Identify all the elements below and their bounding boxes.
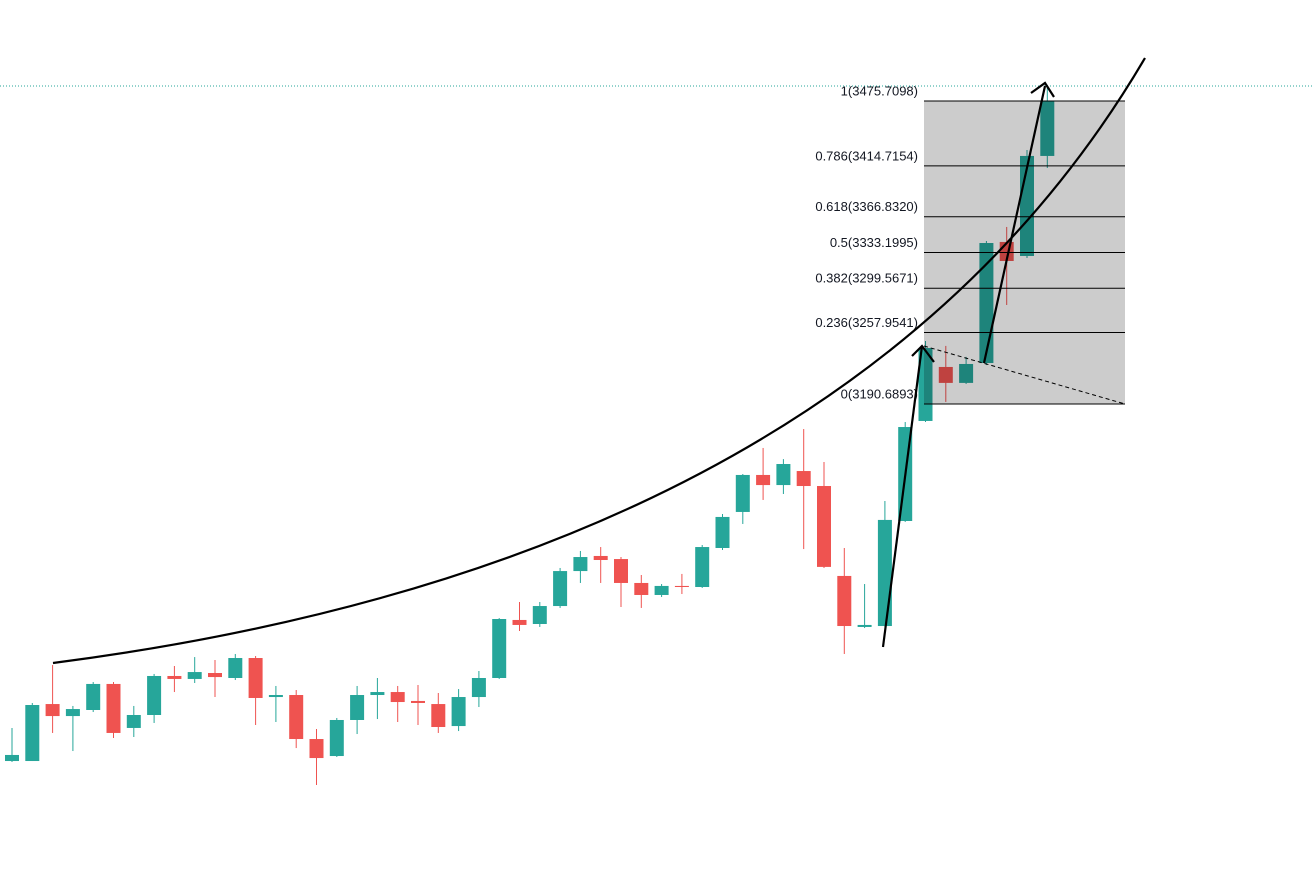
candle-body xyxy=(187,672,202,679)
candle-body xyxy=(492,619,507,679)
curve-drawing xyxy=(52,57,1146,665)
candle-body xyxy=(796,471,811,487)
candles xyxy=(5,84,1055,786)
candle-body xyxy=(167,675,182,679)
candle-body xyxy=(532,606,547,624)
candle-body xyxy=(735,474,750,512)
candle-body xyxy=(248,658,263,698)
fib-retracement: 1(3475.7098) 0.786(3414.7154) 0.618(3366.8… xyxy=(815,83,1125,405)
fib-level-label: 0(3190.6893) xyxy=(841,386,918,401)
candle-body xyxy=(329,719,344,757)
candle-body xyxy=(654,585,669,595)
candle-body xyxy=(512,619,527,625)
candle-body xyxy=(715,516,730,548)
candle-body xyxy=(776,464,791,486)
candle-body xyxy=(553,571,568,607)
candle-body xyxy=(126,714,141,728)
candle-body xyxy=(471,678,486,698)
candle-body xyxy=(938,366,953,383)
candle-body xyxy=(431,704,446,728)
fib-level-label: 0.236(3257.9541) xyxy=(815,315,918,330)
arrow-head xyxy=(911,344,935,363)
candle-body xyxy=(817,486,831,567)
candle-body xyxy=(573,557,588,572)
drawings xyxy=(52,57,1146,665)
candle-body xyxy=(614,559,628,583)
candle-body xyxy=(634,582,649,595)
candle-body xyxy=(86,683,101,710)
candle-body xyxy=(268,695,283,698)
trend-line xyxy=(881,345,924,648)
candle-body xyxy=(857,624,872,627)
fib-level-label: 0.382(3299.5671) xyxy=(815,271,918,286)
candle-body xyxy=(451,697,466,727)
candle-body xyxy=(45,704,60,717)
fib-level-label: 1(3475.7098) xyxy=(841,83,918,98)
candle-body xyxy=(959,363,974,383)
candle-body xyxy=(674,585,689,588)
candle-body xyxy=(918,348,933,421)
candle-body xyxy=(370,692,385,696)
candle-body xyxy=(5,754,19,762)
candle-body xyxy=(147,675,162,715)
candle-body xyxy=(228,658,243,679)
candle-body xyxy=(25,705,40,762)
candle-body xyxy=(837,575,852,627)
fib-level-label: 0.786(3414.7154) xyxy=(815,148,918,163)
candle-body xyxy=(350,695,365,720)
candle-body xyxy=(695,547,710,588)
candle-body xyxy=(593,555,608,561)
arrow-head xyxy=(1030,81,1055,98)
candle-body xyxy=(411,700,425,703)
candle-body xyxy=(106,683,121,733)
candle-body xyxy=(877,519,892,627)
candle-body xyxy=(65,709,80,717)
candle-body xyxy=(390,692,405,703)
trend-line xyxy=(982,85,1047,364)
candle-body xyxy=(289,695,304,740)
candle-body xyxy=(208,673,222,678)
candle-body xyxy=(1040,100,1055,156)
fib-level-label: 0.5(3333.1995) xyxy=(830,235,918,250)
candle-body xyxy=(309,739,324,759)
fib-level-label: 0.618(3366.8320) xyxy=(815,199,918,214)
candle-body xyxy=(756,474,771,486)
